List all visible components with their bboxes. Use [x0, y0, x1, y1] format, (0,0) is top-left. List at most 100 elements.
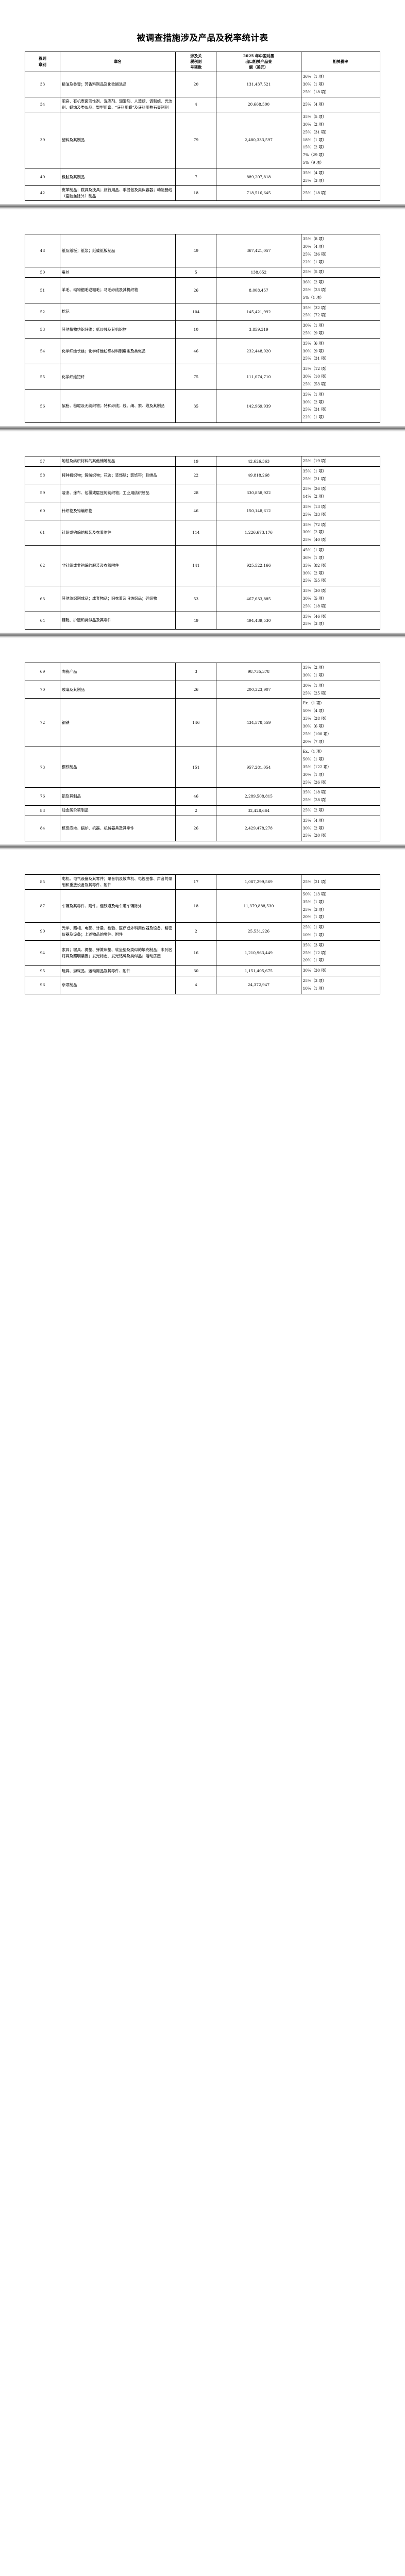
col-header-items-line-3: 号项数 [190, 65, 202, 70]
cell-chapter-name: 车辆及其零件、附件，但铁道及电车道车辆除外 [59, 889, 176, 923]
table-row: 76 铝及其制品 46 2,289,508,815 35%（18 项） 25%（28 项） [25, 787, 381, 806]
cell-chapter: 96 [25, 976, 60, 994]
cell-tariff-rates: 45%（1 项） 36%（1 项） 35%（82 项） 30%（2 项） 25%（55 … [300, 545, 381, 587]
cell-item-count: 114 [175, 519, 217, 546]
col-header-amount-line-1: 2025 年中国对墨 [243, 53, 275, 58]
cell-export-amount: 1,087,299,569 [216, 874, 301, 890]
cell-chapter-name: 家具；寝具、褥垫、弹簧床垫、软坐垫及类似的填充制品；未列名灯具及照明装置；发光标… [59, 940, 176, 967]
tariff-rate-line: 30%（2 项） [302, 570, 327, 575]
cell-tariff-rates: 35%（18 项） 25%（28 项） [300, 787, 381, 806]
tariff-table-page-4: 69 陶瓷产品 3 98,735,378 35%（2 项） 30%（1 项） 70 玻璃及其制… [25, 663, 381, 842]
cell-chapter-name: 针织或钩编的服装及衣着附件 [59, 519, 176, 546]
tariff-rate-line: 25%（2 项） [302, 808, 327, 812]
cell-chapter-name: 鞋靴、护腿和类似品及其零件 [59, 611, 176, 630]
cell-item-count: 46 [175, 502, 217, 520]
cell-tariff-rates: 35%（46 项） 25%（3 项） [300, 611, 381, 630]
cell-item-count: 151 [175, 747, 217, 788]
cell-item-count: 26 [175, 680, 217, 699]
page-separator-1 [0, 201, 405, 213]
tariff-rate-line: 30%（1 项） [302, 673, 327, 677]
tariff-rate-line: 25%（21 项） [302, 879, 329, 884]
cell-chapter-name: 铝及其制品 [59, 787, 176, 806]
cell-chapter: 60 [25, 502, 60, 520]
cell-item-count: 18 [175, 889, 217, 923]
cell-export-amount: 367,421,057 [216, 234, 301, 268]
cell-export-amount: 1,226,673,176 [216, 519, 301, 546]
page-3: 57 地毯及纺织材料的其他铺地制品 19 42,626,363 25%（19 项） 58 特… [0, 434, 405, 630]
table-row: 94 家具；寝具、褥垫、弹簧床垫、软坐垫及类似的填充制品；未列名灯具及照明装置；发… [25, 940, 381, 967]
cell-chapter: 58 [25, 466, 60, 485]
cell-export-amount: 957,281,054 [216, 747, 301, 788]
tariff-rate-line: 14%（2 项） [302, 494, 327, 499]
tariff-rate-line: 35%（8 项） [302, 236, 327, 242]
document-root: 被调查措施涉及产品及税率统计表 税则 章别 章名 涉及关 税税则 号项数 [0, 6, 405, 994]
cell-chapter-name: 特种机织物；簇绒织物；花边；装饰毯；装饰带；刺绣品 [59, 466, 176, 485]
tariff-rate-line: 5%（1 项） [302, 295, 324, 300]
cell-chapter: 40 [25, 167, 60, 187]
tariff-rate-line: 25%（3 项） [302, 621, 327, 626]
cell-item-count: 35 [175, 389, 217, 423]
page-separator-4 [0, 841, 405, 853]
cell-tariff-rates: 35%（13 项） 25%（33 项） [300, 502, 381, 520]
page-4: 69 陶瓷产品 3 98,735,378 35%（2 项） 30%（1 项） 70 玻璃及其制… [0, 641, 405, 842]
cell-chapter-name: 玩具、游戏品、运动用品及其零件、附件 [59, 965, 176, 977]
col-header-items: 涉及关 税税则 号项数 [175, 51, 217, 72]
table-row: 52 棉花 104 145,421,992 35%（32 项） 25%（72 项） [25, 302, 381, 321]
tariff-rate-line: 30%（10 项） [302, 374, 329, 379]
tariff-rate-line: 25%（26 项） [302, 486, 329, 492]
tariff-rate-line: 25%（100 项） [302, 731, 331, 736]
table-row: 72 钢铁 146 434,578,559 Ex.（1 项） 50%（4 项） 35%（28… [25, 698, 381, 748]
tariff-rate-line: 25%（18 项） [302, 603, 329, 608]
cell-export-amount: 2,289,508,815 [216, 787, 301, 806]
cell-tariff-rates: 35%（12 项） 30%（10 项） 25%（53 项） [300, 364, 381, 390]
cell-chapter-name: 陶瓷产品 [59, 663, 176, 681]
cell-chapter-name: 化学纤维短纤 [59, 364, 176, 390]
tariff-rate-line: 15%（2 项） [302, 145, 327, 150]
cell-chapter: 76 [25, 787, 60, 806]
table-row: 84 核反应堆、锅炉、机器、机械器具及其零件 26 2,429,478,278 35%（… [25, 815, 381, 842]
table-row: 40 橡胶及其制品 7 889,207,818 35%（4 项） 25%（3 项） [25, 167, 381, 187]
cell-export-amount: 150,148,612 [216, 502, 301, 520]
cell-chapter: 50 [25, 267, 60, 278]
cell-tariff-rates: 25%（18 项） [300, 185, 381, 201]
tariff-rate-line: 30%（1 项） [302, 683, 327, 688]
cell-item-count: 49 [175, 611, 217, 630]
cell-tariff-rates: 25%（4 项） [300, 97, 381, 113]
tariff-rate-line: 35%（2 项） [302, 665, 327, 670]
tariff-rate-line: 35%（72 项） [302, 522, 329, 527]
cell-chapter-name: 钢铁制品 [59, 747, 176, 788]
tariff-rate-line: 25%（23 项） [302, 287, 329, 292]
tariff-rate-line: 25%（3 项） [302, 978, 327, 984]
table-body-page-4: 69 陶瓷产品 3 98,735,378 35%（2 项） 30%（1 项） 70 玻璃及其制… [25, 663, 381, 842]
cell-export-amount: 49,818,268 [216, 466, 301, 485]
table-header: 税则 章别 章名 涉及关 税税则 号项数 2025 年中国对墨 出口相关产品金 [25, 51, 381, 72]
cell-export-amount: 32,428,664 [216, 805, 301, 816]
cell-item-count: 30 [175, 965, 217, 977]
table-wrapper-1: 税则 章别 章名 涉及关 税税则 号项数 2025 年中国对墨 出口相关产品金 [0, 49, 405, 201]
tariff-rate-line: 35%（1 项） [302, 392, 327, 397]
table-row: 83 贱金属杂项制品 2 32,428,664 25%（2 项） [25, 805, 381, 816]
cell-export-amount: 434,578,559 [216, 698, 301, 748]
tariff-rate-line: 50%（13 项） [302, 891, 329, 896]
cell-tariff-rates: Ex.（1 项） 50%（1 项） 35%（122 项） 30%（1 项） 25%（26… [300, 747, 381, 788]
table-row: 70 玻璃及其制品 26 200,323,907 30%（1 项） 25%（25 项） [25, 680, 381, 699]
cell-item-count: 26 [175, 277, 217, 303]
cell-item-count: 4 [175, 97, 217, 113]
cell-chapter: 54 [25, 338, 60, 365]
cell-chapter-name: 其他植物纺织纤维；纸纱线及其机织物 [59, 320, 176, 339]
cell-export-amount: 1,210,963,449 [216, 940, 301, 967]
cell-chapter: 48 [25, 234, 60, 268]
cell-chapter-name: 非针织或非钩编的服装及衣着附件 [59, 545, 176, 587]
tariff-rate-line: 35%（13 项） [302, 504, 329, 509]
cell-tariff-rates: 35%（1 项） 30%（2 项） 25%（31 项） 22%（1 项） [300, 389, 381, 423]
cell-chapter-name: 皮革制品；鞍具及挽具；旅行用品、手提包及类似容器；动物肠线（蚕胶丝除外）制品 [59, 185, 176, 201]
cell-chapter-name: 光学、照相、电影、计量、检验、医疗或外科用仪器及设备、精密仪器及设备；上述物品的… [59, 922, 176, 941]
cell-tariff-rates: 25%（19 项） [300, 455, 381, 467]
tariff-rate-line: 35%（18 项） [302, 790, 329, 795]
tariff-rate-line: 35%（1 项） [302, 899, 327, 904]
cell-export-amount: 11,379,888,530 [216, 889, 301, 923]
table-row: 95 玩具、游戏品、运动用品及其零件、附件 30 1,151,405,675 30%（3… [25, 965, 381, 977]
cell-chapter-name: 絮胎、毡呢及无纺织物；特种纱线；线、绳、索、缆及其制品 [59, 389, 176, 423]
cell-export-amount: 111,074,710 [216, 364, 301, 390]
table-row: 90 光学、照相、电影、计量、检验、医疗或外科用仪器及设备、精密仪器及设备；上述物… [25, 922, 381, 941]
